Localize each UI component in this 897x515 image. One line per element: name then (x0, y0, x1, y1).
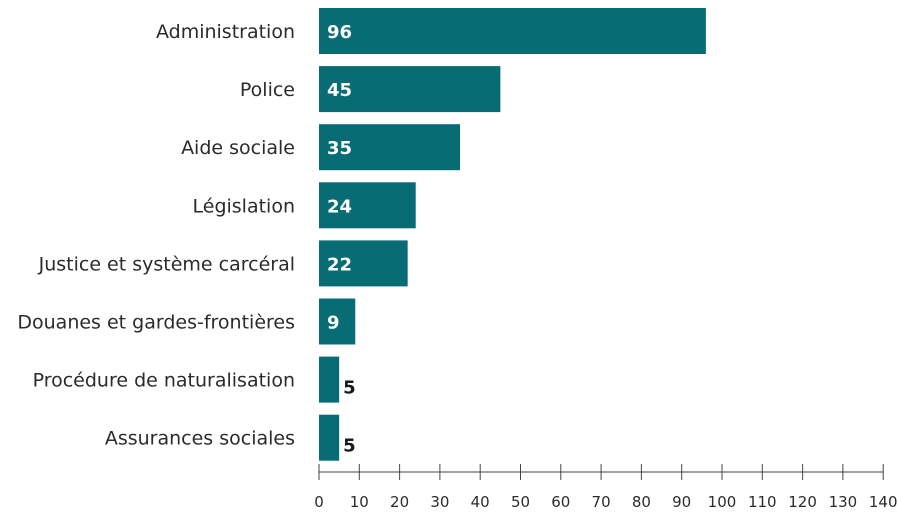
value-label: 35 (327, 138, 352, 159)
x-tick-label: 50 (511, 493, 530, 511)
x-tick-label: 120 (788, 493, 817, 511)
x-tick-label: 130 (829, 493, 858, 511)
x-tick-label: 100 (708, 493, 737, 511)
category-label: Aide sociale (181, 137, 295, 159)
bar (319, 8, 706, 54)
x-tick-label: 60 (551, 493, 570, 511)
value-label: 96 (327, 22, 352, 43)
x-tick-label: 110 (748, 493, 777, 511)
bar (319, 182, 416, 229)
category-label: Justice et système carcéral (38, 253, 295, 275)
category-label: Procédure de naturalisation (33, 370, 295, 392)
category-label: Police (240, 79, 295, 101)
x-tick-label: 140 (869, 493, 897, 511)
category-label: Administration (156, 21, 295, 43)
value-label: 5 (343, 378, 356, 399)
bar (319, 414, 340, 461)
bar (319, 66, 501, 113)
x-tick-label: 80 (632, 493, 651, 511)
value-label: 9 (327, 313, 340, 334)
bar (319, 356, 340, 403)
x-tick-label: 70 (592, 493, 611, 511)
x-tick-label: 10 (350, 493, 369, 511)
value-label: 24 (327, 196, 352, 217)
value-label: 22 (327, 254, 352, 275)
category-label: Législation (193, 195, 296, 217)
x-tick-label: 30 (430, 493, 449, 511)
x-axis: 0 10 20 30 40 50 60 70 80 90 100 110 120 130 140 (314, 464, 897, 511)
bar (319, 298, 356, 345)
bars-layer: Administration 96 Police 45 Aide sociale 35 Lé… (17, 8, 706, 461)
x-tick-label: 20 (390, 493, 409, 511)
bar (319, 240, 408, 287)
value-label: 45 (327, 80, 352, 101)
x-tick-label: 90 (672, 493, 691, 511)
value-label: 5 (343, 436, 356, 457)
category-label: Assurances sociales (105, 428, 295, 450)
x-tick-label: 0 (314, 493, 324, 511)
bar (319, 124, 461, 171)
category-label: Douanes et gardes-frontières (17, 312, 295, 334)
x-tick-label: 40 (471, 493, 490, 511)
